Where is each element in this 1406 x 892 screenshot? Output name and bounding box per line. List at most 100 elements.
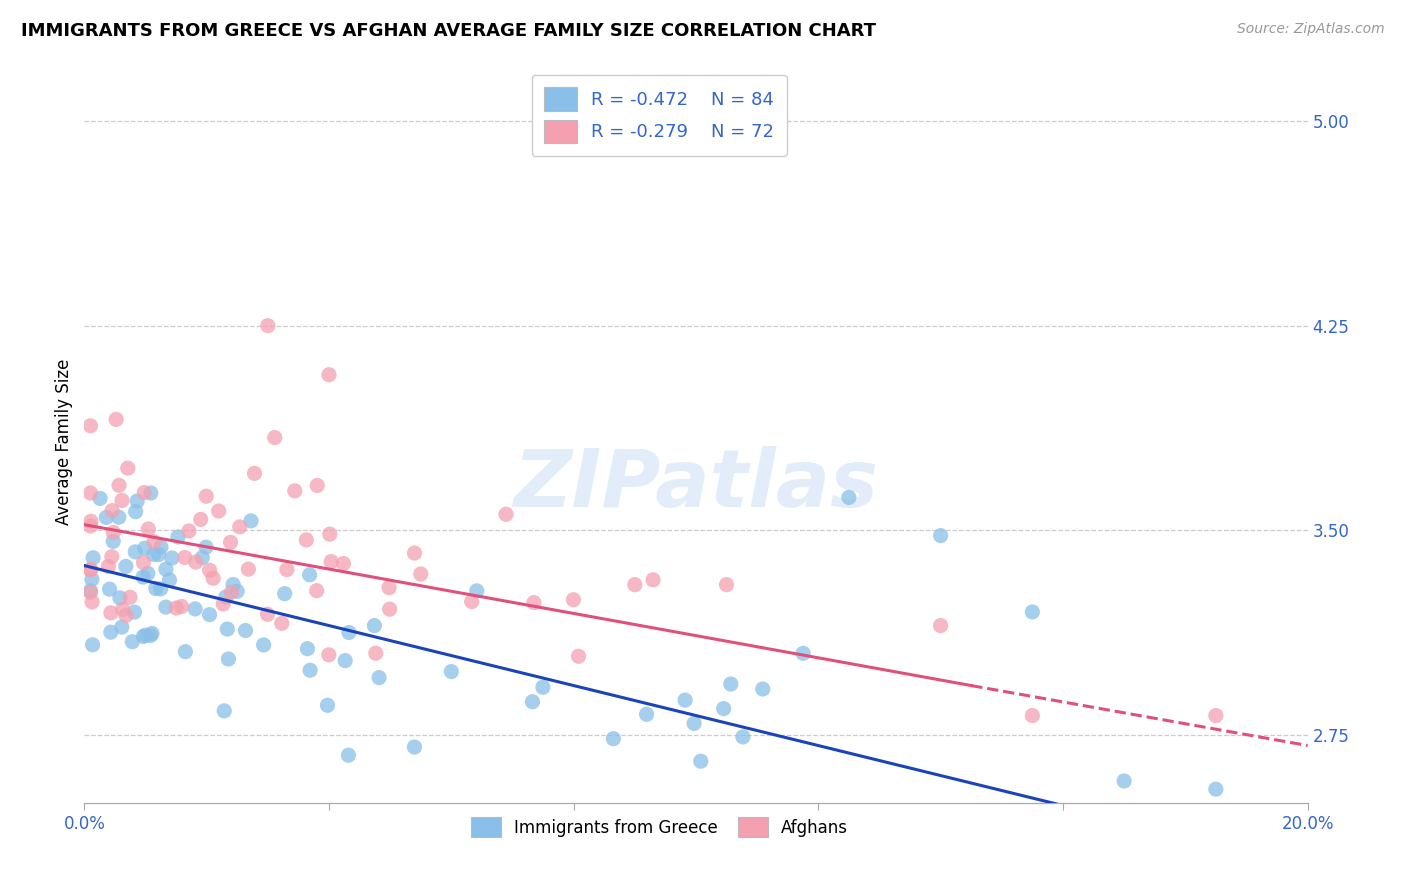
Point (673, 693, 696, 707)
Point (184, 602, 207, 616)
Point (284, 483, 307, 498)
Point (378, 602, 401, 616)
Point (495, 508, 517, 522)
Point (792, 646, 814, 660)
Point (98, 582, 121, 596)
Point (929, 528, 952, 542)
Point (567, 649, 589, 664)
Point (132, 630, 155, 644)
Point (155, 562, 177, 576)
Point (111, 493, 134, 508)
Point (318, 368, 340, 382)
Point (297, 641, 319, 656)
Point (276, 562, 298, 576)
Point (191, 550, 214, 565)
Point (198, 607, 221, 622)
Point (256, 607, 278, 622)
Point (111, 602, 134, 616)
Point (404, 739, 426, 754)
Point (79, 583, 101, 598)
Point (118, 591, 141, 605)
Point (731, 730, 754, 744)
Point (135, 628, 157, 642)
Point (243, 467, 266, 481)
Point (143, 534, 166, 549)
Point (89, 491, 111, 506)
Point (132, 556, 155, 570)
Point (79, 562, 101, 576)
Point (132, 570, 155, 584)
Point (522, 695, 544, 709)
Point (184, 555, 207, 569)
Text: IMMIGRANTS FROM GREECE VS AFGHAN AVERAGE FAMILY SIZE CORRELATION CHART: IMMIGRANTS FROM GREECE VS AFGHAN AVERAGE… (21, 22, 876, 40)
Point (720, 677, 742, 691)
Point (124, 545, 146, 559)
Text: ZIPatlas: ZIPatlas (513, 446, 879, 524)
Point (80, 572, 103, 586)
Point (97, 559, 120, 574)
Point (177, 524, 200, 538)
Point (683, 716, 706, 731)
Point (198, 563, 221, 577)
Point (202, 571, 225, 585)
Point (465, 583, 488, 598)
Point (217, 622, 239, 636)
Point (602, 731, 624, 746)
Point (217, 652, 239, 666)
Point (103, 525, 125, 540)
Point (252, 638, 274, 652)
Point (149, 540, 172, 554)
Point (378, 581, 401, 595)
Point (221, 585, 243, 599)
Point (82, 638, 104, 652)
Point (149, 582, 172, 596)
Point (124, 605, 146, 619)
Point (229, 520, 252, 534)
Y-axis label: Average Family Size: Average Family Size (55, 359, 73, 524)
Point (318, 648, 340, 662)
Point (219, 535, 242, 549)
Point (136, 522, 159, 536)
Point (562, 592, 585, 607)
Point (240, 514, 263, 528)
Point (363, 618, 385, 632)
Legend: Immigrants from Greece, Afghans: Immigrants from Greece, Afghans (463, 809, 856, 845)
Point (80, 514, 103, 528)
Point (295, 533, 318, 547)
Point (139, 628, 162, 642)
Point (96, 510, 118, 524)
Point (108, 591, 131, 605)
Point (1114, 774, 1136, 789)
Point (215, 590, 238, 604)
Point (174, 645, 197, 659)
Point (222, 577, 245, 591)
Point (409, 567, 432, 582)
Point (332, 557, 354, 571)
Point (101, 549, 124, 564)
Point (134, 485, 156, 500)
Point (115, 608, 138, 623)
Point (79, 519, 101, 533)
Point (136, 566, 159, 581)
Point (134, 541, 156, 556)
Point (523, 596, 546, 610)
Point (689, 754, 711, 768)
Point (195, 489, 218, 503)
Point (636, 707, 658, 722)
Point (115, 559, 138, 574)
Point (145, 582, 167, 596)
Point (1205, 708, 1227, 723)
Point (305, 583, 328, 598)
Point (1021, 708, 1043, 723)
Point (624, 577, 647, 591)
Point (79, 418, 101, 433)
Point (165, 601, 187, 615)
Point (208, 504, 231, 518)
Point (124, 505, 146, 519)
Point (316, 698, 339, 713)
Point (160, 551, 183, 566)
Point (337, 625, 360, 640)
Point (1205, 782, 1227, 797)
Point (713, 701, 735, 715)
Point (100, 606, 122, 620)
